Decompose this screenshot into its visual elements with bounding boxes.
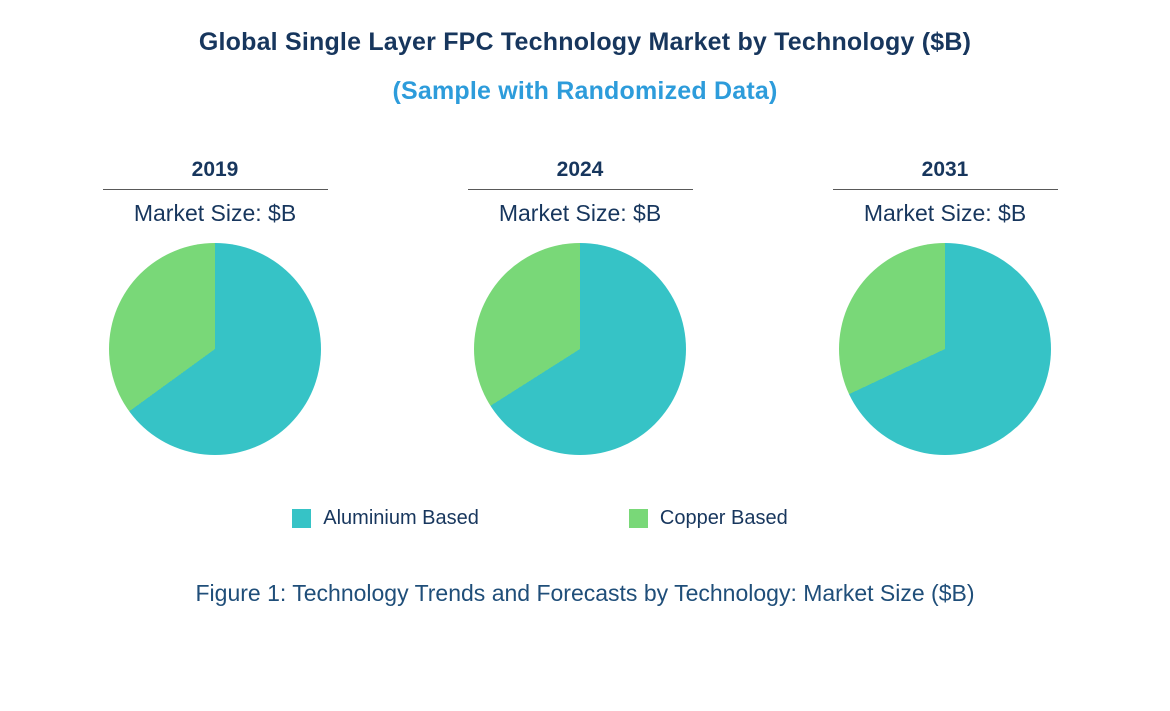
chart-title: Global Single Layer FPC Technology Marke… bbox=[198, 28, 972, 56]
pie-chart-column-2031: 2031 Market Size: $B bbox=[775, 158, 1115, 455]
pie-2031 bbox=[839, 243, 1051, 455]
legend-label-aluminium-based: Aluminium Based bbox=[323, 507, 479, 529]
figure-caption: Figure 1: Technology Trends and Forecast… bbox=[195, 580, 975, 606]
pie-chart-column-2024: 2024 Market Size: $B bbox=[410, 158, 750, 455]
aluminium-based-swatch bbox=[292, 509, 312, 528]
pie-2024 bbox=[474, 243, 686, 455]
chart-subtitle: (Sample with Randomized Data) bbox=[392, 77, 778, 105]
legend: Aluminium Based Copper Based bbox=[0, 507, 1125, 530]
year-label-2019: 2019 bbox=[191, 158, 239, 181]
year-label-2031: 2031 bbox=[921, 158, 969, 181]
pie-2019 bbox=[109, 243, 321, 455]
year-label-2024: 2024 bbox=[556, 158, 604, 181]
year-header-2024: 2024 bbox=[467, 158, 693, 190]
market-size-label-2031: Market Size: $B bbox=[863, 200, 1027, 226]
copper-based-swatch bbox=[628, 509, 648, 528]
market-size-label-2024: Market Size: $B bbox=[498, 200, 662, 226]
legend-item-copper-based: Copper Based bbox=[628, 507, 788, 530]
pie-chart-column-2019: 2019 Market Size: $B bbox=[45, 158, 385, 455]
market-size-label-2019: Market Size: $B bbox=[133, 200, 297, 226]
legend-label-copper-based: Copper Based bbox=[659, 507, 788, 529]
year-header-2019: 2019 bbox=[102, 158, 328, 190]
legend-item-aluminium-based: Aluminium Based bbox=[292, 507, 479, 530]
pie-charts-row: 2019 Market Size: $B 2024 Market Size: $… bbox=[0, 158, 1170, 455]
year-header-2031: 2031 bbox=[832, 158, 1058, 190]
